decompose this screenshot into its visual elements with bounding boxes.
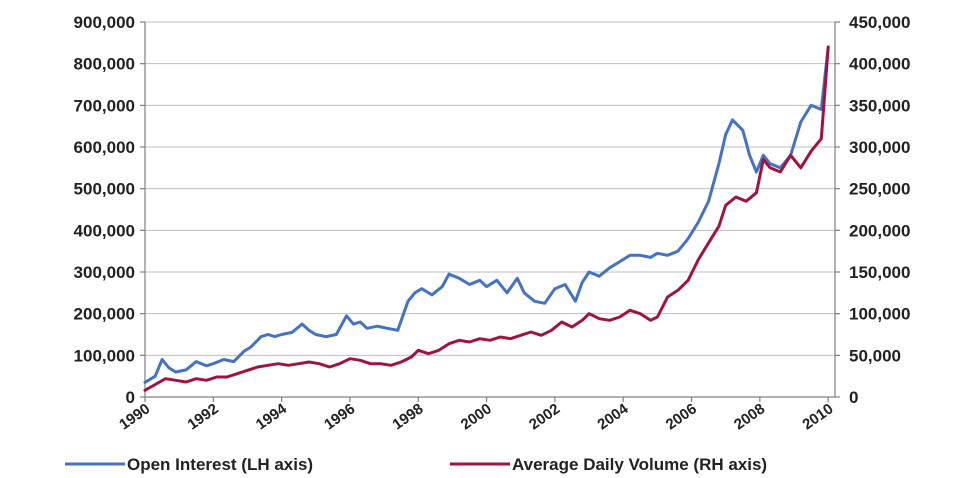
right-tick-label: 100,000 — [849, 305, 910, 324]
left-tick-label: 200,000 — [74, 305, 135, 324]
left-tick-label: 0 — [126, 388, 135, 407]
average-daily-volume-line — [143, 45, 830, 392]
left-tick-label: 900,000 — [74, 13, 135, 32]
x-tick-label: 2006 — [663, 400, 700, 433]
x-tick-label: 1996 — [321, 400, 358, 433]
series-lines — [143, 45, 830, 392]
left-tick-label: 500,000 — [74, 180, 135, 199]
x-axis-ticks: 1990 1992 1994 1996 1998 2000 2002 2004 2006 2008… — [116, 397, 836, 433]
x-tick-label: 1998 — [389, 400, 426, 433]
right-tick-label: 350,000 — [849, 96, 910, 115]
x-tick-label: 1992 — [185, 400, 222, 433]
right-y-axis-ticks: 0 50,000 100,000 150,000 200,000 250,000 300,0… — [835, 13, 910, 407]
x-tick-label: 2002 — [526, 400, 563, 433]
right-tick-label: 300,000 — [849, 138, 910, 157]
right-tick-label: 0 — [849, 388, 858, 407]
legend-item-open-interest: Open Interest (LH axis) — [65, 455, 313, 474]
right-tick-label: 150,000 — [849, 263, 910, 282]
right-tick-label: 50,000 — [849, 346, 901, 365]
left-tick-label: 100,000 — [74, 346, 135, 365]
left-tick-label: 300,000 — [74, 263, 135, 282]
legend-label: Open Interest (LH axis) — [127, 455, 313, 474]
left-tick-label: 400,000 — [74, 221, 135, 240]
legend: Open Interest (LH axis) Average Daily Vol… — [65, 455, 767, 474]
right-tick-label: 200,000 — [849, 221, 910, 240]
left-y-axis-ticks: 0 100,000 200,000 300,000 400,000 500,000 600,… — [74, 13, 145, 407]
axes — [144, 22, 836, 398]
right-tick-label: 450,000 — [849, 13, 910, 32]
x-tick-label: 2000 — [458, 400, 495, 433]
gridlines — [145, 21, 835, 356]
x-tick-label: 2010 — [799, 400, 836, 433]
left-tick-label: 800,000 — [74, 55, 135, 74]
x-tick-label: 1994 — [253, 400, 291, 433]
left-tick-label: 600,000 — [74, 138, 135, 157]
left-tick-label: 700,000 — [74, 96, 135, 115]
legend-item-average-daily-volume: Average Daily Volume (RH axis) — [450, 455, 767, 474]
right-tick-label: 250,000 — [849, 180, 910, 199]
right-tick-label: 400,000 — [849, 55, 910, 74]
x-tick-label: 2004 — [594, 400, 632, 433]
x-tick-label: 2008 — [731, 400, 768, 433]
x-tick-label: 1990 — [116, 400, 153, 433]
legend-label: Average Daily Volume (RH axis) — [512, 455, 767, 474]
open-interest-line — [143, 45, 830, 384]
